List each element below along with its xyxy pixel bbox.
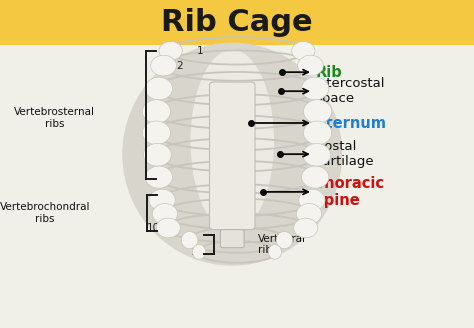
Text: 3: 3	[162, 84, 168, 93]
Text: Rib Cage: Rib Cage	[161, 8, 313, 37]
FancyBboxPatch shape	[210, 82, 255, 230]
Ellipse shape	[145, 77, 173, 100]
Text: 4: 4	[155, 107, 161, 116]
Ellipse shape	[122, 43, 342, 266]
Ellipse shape	[303, 100, 332, 123]
Text: Costal
cartilage: Costal cartilage	[315, 140, 374, 168]
Ellipse shape	[299, 189, 325, 211]
FancyBboxPatch shape	[0, 0, 474, 45]
Text: Rib: Rib	[315, 65, 342, 80]
Ellipse shape	[303, 121, 332, 145]
Ellipse shape	[294, 218, 318, 238]
Text: Thoracic
spine: Thoracic spine	[315, 176, 385, 208]
Ellipse shape	[192, 245, 206, 259]
Ellipse shape	[159, 42, 182, 60]
Text: Vertebrosternal
ribs: Vertebrosternal ribs	[14, 107, 95, 129]
Ellipse shape	[301, 77, 329, 100]
Ellipse shape	[151, 55, 176, 76]
Ellipse shape	[182, 232, 198, 249]
Text: 12: 12	[191, 247, 204, 257]
Text: 6: 6	[150, 150, 156, 160]
Ellipse shape	[296, 203, 322, 224]
FancyBboxPatch shape	[220, 230, 244, 248]
Text: 7: 7	[147, 172, 154, 182]
Ellipse shape	[152, 203, 178, 224]
Ellipse shape	[145, 166, 173, 188]
Text: Intercostal
space: Intercostal space	[315, 77, 386, 105]
Ellipse shape	[301, 166, 329, 188]
Text: Vertebral
ribs: Vertebral ribs	[258, 234, 306, 255]
Text: 9: 9	[154, 209, 160, 219]
Ellipse shape	[298, 55, 323, 76]
Ellipse shape	[191, 50, 274, 233]
Ellipse shape	[303, 144, 330, 166]
Text: 8: 8	[154, 195, 160, 205]
Ellipse shape	[268, 245, 282, 259]
Text: Vertebrochondral
ribs: Vertebrochondral ribs	[0, 202, 90, 224]
Text: Sternum: Sternum	[315, 115, 386, 131]
Text: 10: 10	[147, 223, 160, 233]
Ellipse shape	[142, 100, 171, 123]
Text: 1: 1	[197, 46, 204, 56]
Ellipse shape	[276, 232, 292, 249]
Text: 11: 11	[183, 235, 197, 245]
Ellipse shape	[292, 42, 315, 60]
Text: 2: 2	[176, 61, 182, 71]
Ellipse shape	[142, 121, 171, 145]
Ellipse shape	[144, 144, 171, 166]
Ellipse shape	[149, 189, 175, 211]
Ellipse shape	[156, 218, 180, 238]
Text: 5: 5	[152, 128, 159, 138]
